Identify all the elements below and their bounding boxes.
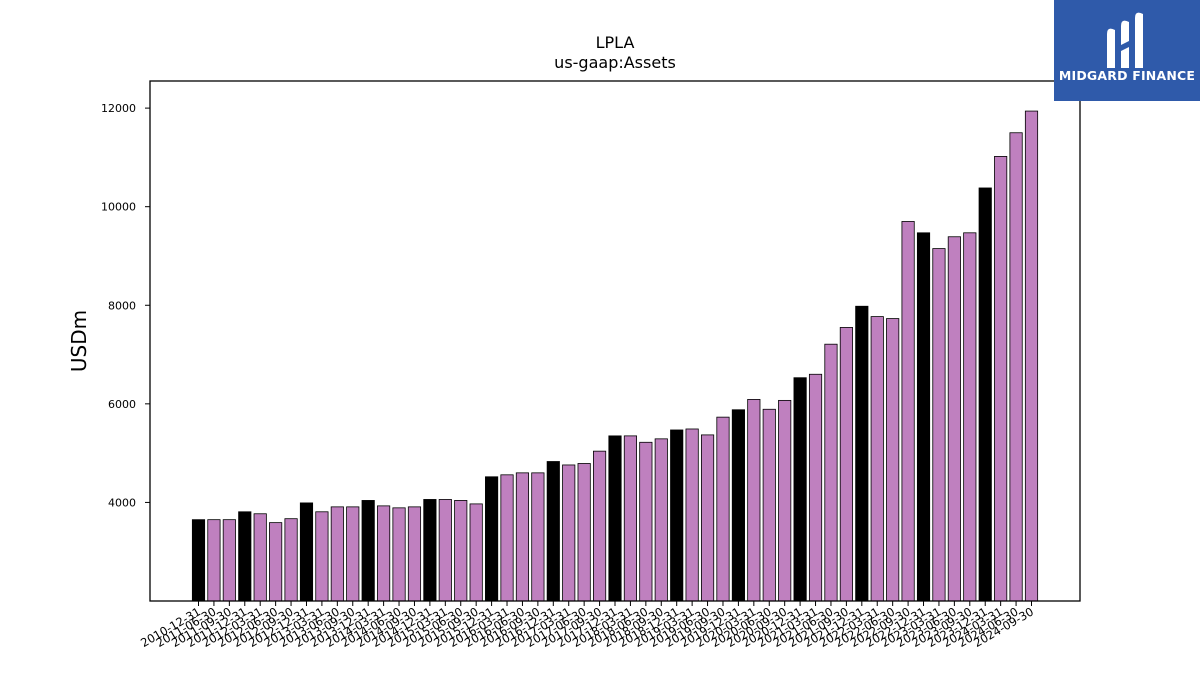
bar-2023-06-30 <box>947 236 961 602</box>
bar-2012-09-30 <box>284 518 298 602</box>
y-tick-label-10000: 10000 <box>101 201 136 214</box>
bar-2023-09-30 <box>963 232 977 602</box>
midgard-finance-logo: MIDGARD FINANCE <box>1054 0 1200 101</box>
bar-2016-06-30 <box>515 472 530 602</box>
bar-2021-09-30 <box>839 327 853 602</box>
bar-2013-12-31 <box>361 500 375 602</box>
bar-2023-12-31 <box>978 187 992 602</box>
bar-2012-06-30 <box>269 522 283 602</box>
bar-2015-12-31 <box>485 476 499 602</box>
bar-2024-06-30 <box>1009 132 1023 602</box>
midgard-logo-icon <box>1107 12 1143 69</box>
bar-2020-09-30 <box>778 399 792 602</box>
bar-2011-06-30 <box>207 519 221 602</box>
bar-2017-09-30 <box>593 450 607 602</box>
bar-2018-03-31 <box>623 435 638 602</box>
bar-2020-12-31 <box>793 377 807 602</box>
plot-frame <box>149 80 1081 602</box>
bar-2015-09-30 <box>469 503 483 602</box>
bar-2018-09-30 <box>654 438 668 602</box>
y-tick-label-8000: 8000 <box>108 299 136 312</box>
bar-2013-03-31 <box>315 511 329 602</box>
bar-2016-09-30 <box>531 472 545 602</box>
bar-2013-09-30 <box>346 506 360 602</box>
y-tick-label-4000: 4000 <box>108 496 136 509</box>
bar-2019-06-30 <box>700 434 715 602</box>
bar-2017-12-31 <box>608 435 622 602</box>
x-ticks-group: 2010-12-312011-06-302011-09-302011-12-31… <box>138 601 1036 650</box>
bar-2019-09-30 <box>716 416 730 602</box>
bar-2017-03-31 <box>562 464 576 602</box>
bars-group <box>191 110 1039 602</box>
bar-2015-06-30 <box>454 500 468 602</box>
y-ticks-group: 4000 6000 8000 10000 12000 <box>101 102 150 509</box>
bar-2022-12-31 <box>916 232 931 602</box>
y-tick-label-12000: 12000 <box>101 102 136 115</box>
chart-subtitle: us-gaap:Assets <box>554 53 676 72</box>
bar-2010-12-31 <box>191 519 206 602</box>
bar-2024-03-31 <box>994 156 1008 602</box>
bar-2018-12-31 <box>670 429 684 602</box>
bar-2015-03-31 <box>438 499 452 602</box>
bar-2022-09-30 <box>901 221 915 602</box>
bar-2021-12-31 <box>855 305 869 602</box>
bar-2021-03-31 <box>808 373 823 602</box>
bar-2020-06-30 <box>762 408 776 602</box>
bar-2018-06-30 <box>639 441 653 602</box>
chart-title: LPLA <box>596 33 635 52</box>
bar-2012-03-31 <box>253 513 267 602</box>
bar-2014-03-31 <box>377 505 391 602</box>
y-axis-label: USDm <box>67 310 91 372</box>
bar-2011-09-30 <box>222 519 236 602</box>
bar-2017-06-30 <box>577 463 591 602</box>
y-tick-label-6000: 6000 <box>108 398 136 411</box>
bar-2013-06-30 <box>330 506 344 602</box>
bar-2016-03-31 <box>500 474 514 602</box>
bar-2020-03-31 <box>747 399 761 602</box>
bar-2016-12-31 <box>546 461 560 602</box>
bar-2023-03-31 <box>932 248 946 602</box>
bar-2011-12-31 <box>238 511 252 602</box>
bar-2022-03-31 <box>870 316 884 602</box>
bar-2014-06-30 <box>392 507 406 602</box>
logo-text: MIDGARD FINANCE <box>1058 68 1196 83</box>
bar-2024-09-30 <box>1024 110 1039 602</box>
bar-2012-12-31 <box>299 502 314 602</box>
bar-2014-12-31 <box>423 499 437 602</box>
bar-2022-06-30 <box>886 318 900 602</box>
bar-2021-06-30 <box>824 343 838 602</box>
bar-2014-09-30 <box>407 506 422 602</box>
bar-2019-12-31 <box>731 409 745 602</box>
bar-2019-03-31 <box>685 428 699 602</box>
